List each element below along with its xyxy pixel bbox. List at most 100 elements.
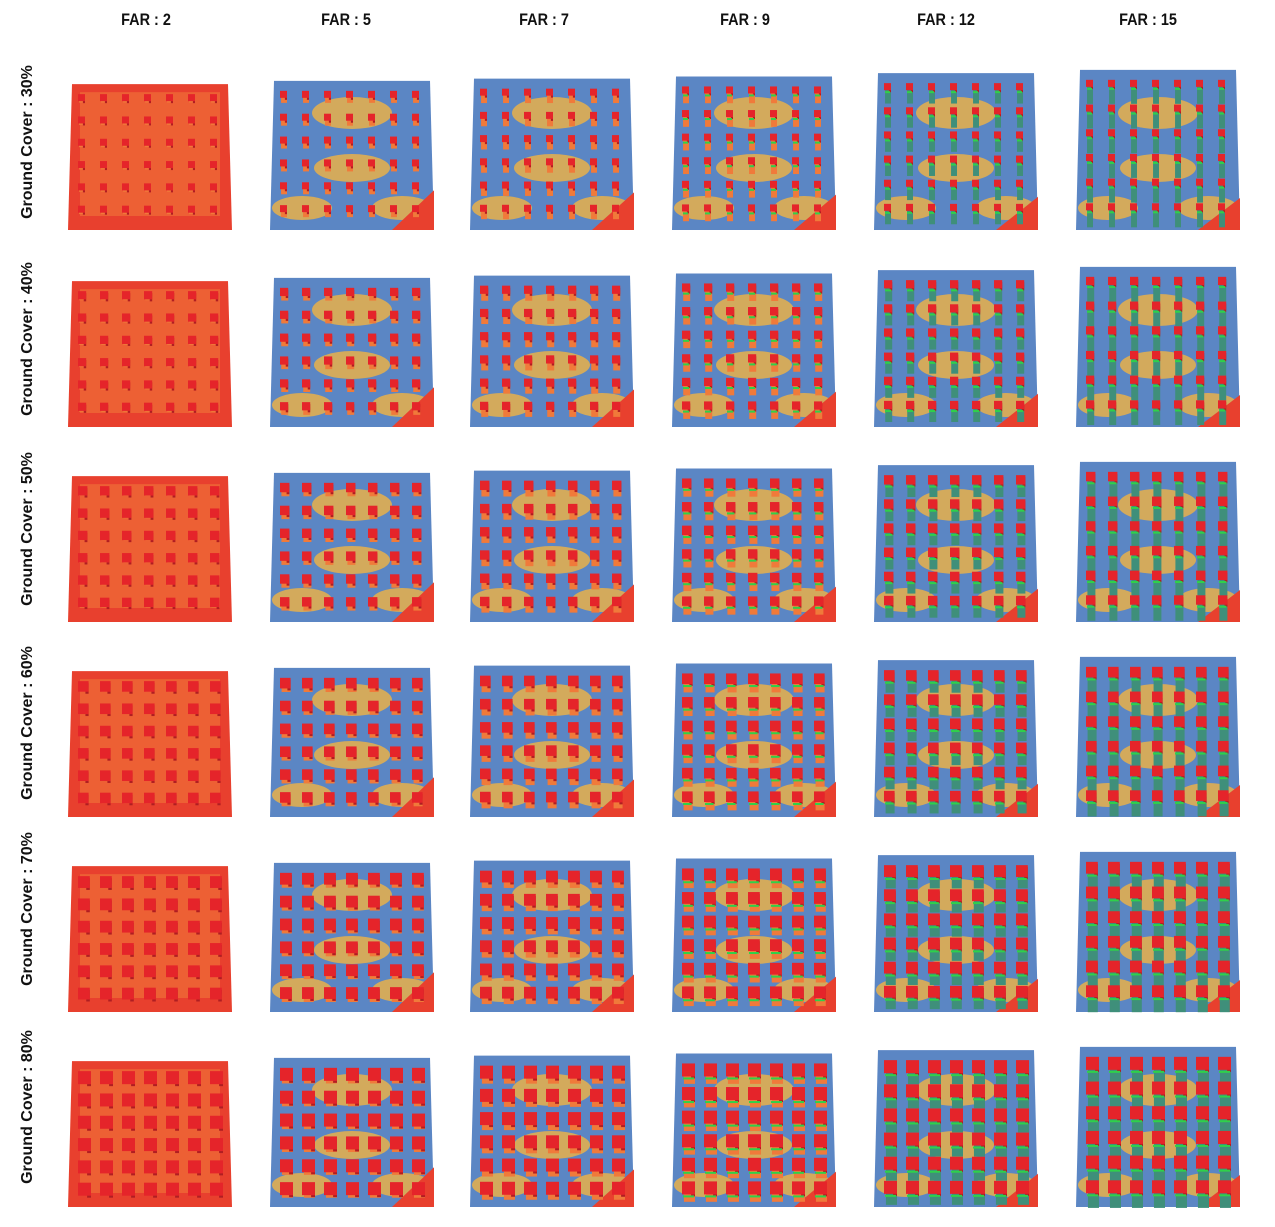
building-roof [302,1090,315,1104]
building-shaft [391,511,400,520]
wind-highlight [705,536,713,539]
building-roof [950,670,961,681]
building-roof [546,986,558,999]
building-roof [814,283,823,292]
building-roof [1130,153,1137,161]
building-shaft [1175,526,1184,547]
building-roof [502,745,513,756]
building-roof [792,502,802,512]
building-roof [122,987,134,1000]
wind-highlight [1219,335,1226,338]
building-shaft [995,159,1001,176]
building-shaft [281,186,287,195]
building-roof [346,597,356,607]
building-roof [1016,523,1026,533]
building-roof [590,745,601,756]
building-roof [524,378,533,387]
building-roof [412,1136,425,1150]
building-shaft [683,208,689,222]
building-roof [210,1160,223,1174]
wind-highlight [815,975,825,978]
wind-highlight [1197,211,1202,214]
simulation-thumbnail [866,255,1046,435]
building-roof [994,1156,1007,1170]
wind-highlight [885,115,890,118]
building-roof [166,965,178,978]
building-roof [280,113,287,121]
wind-highlight [907,1074,918,1077]
wind-highlight [705,1171,716,1174]
building-shaft [1017,797,1027,814]
wind-highlight [951,485,959,488]
wind-highlight [907,187,912,190]
wind-highlight [793,141,798,144]
wind-highlight [749,212,754,215]
building-roof [950,280,959,289]
urban-block-heatmap [470,78,634,231]
wind-highlight [995,730,1004,733]
far-column-header: FAR : 5 [321,10,371,29]
building-roof [302,597,312,607]
building-shaft [1219,158,1225,178]
building-roof [1174,375,1183,384]
building-shaft [973,159,979,176]
building-shaft [391,579,400,588]
building-shaft [973,553,982,570]
building-shaft [613,682,623,693]
wind-highlight [793,1124,804,1127]
building-shaft [525,360,533,371]
building-roof [524,88,531,96]
wind-highlight [1153,137,1158,140]
wind-highlight [907,1194,918,1197]
building-shaft [347,511,356,520]
building-roof [994,571,1004,582]
wind-highlight [683,1195,694,1198]
wind-highlight [1175,310,1182,313]
building-shaft [1017,700,1027,717]
building-roof [368,723,379,735]
building-roof [792,939,804,952]
building-roof [1152,400,1161,409]
building-roof [78,402,87,411]
far-column-header: FAR : 2 [121,10,171,29]
building-roof [972,475,982,485]
building-shaft [503,360,511,371]
building-shaft [995,773,1005,790]
building-roof [144,965,156,978]
building-roof [412,597,422,607]
building-roof [590,1158,603,1172]
building-roof [324,159,331,167]
wind-highlight [1087,87,1092,90]
wind-highlight [683,881,693,884]
building-shaft [503,924,514,935]
building-roof [1130,276,1139,286]
building-shaft [885,968,896,985]
wind-highlight [885,1074,896,1077]
building-roof [390,379,399,388]
building-shaft [325,361,333,370]
building-shaft [973,601,982,618]
wind-highlight [1131,211,1136,214]
building-roof [814,1063,827,1077]
wind-highlight [683,1077,694,1080]
building-roof [480,940,492,953]
building-roof [906,352,915,361]
simulation-thumbnail [462,255,642,435]
building-roof [412,159,419,167]
building-roof [906,131,913,139]
building-roof [748,744,759,755]
building-roof [906,328,915,337]
building-roof [748,502,758,512]
wind-highlight [705,292,712,295]
building-roof [324,205,331,213]
building-roof [390,746,401,758]
building-roof [972,1132,985,1146]
wind-highlight [951,385,958,388]
building-roof [390,402,399,411]
wind-highlight [1219,137,1224,140]
building-roof [590,1065,603,1079]
wind-highlight [815,339,822,342]
building-shaft [391,95,397,103]
building-roof [302,90,309,98]
building-roof [346,700,357,712]
